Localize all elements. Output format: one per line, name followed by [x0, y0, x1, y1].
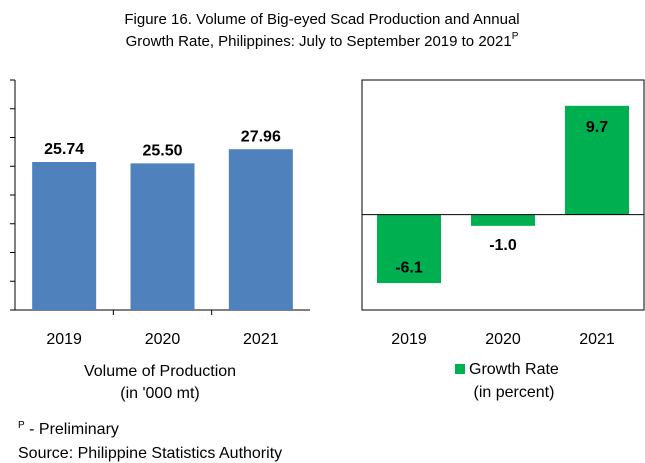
title-text: Growth Rate, Philippines: July to Septem… — [126, 33, 512, 50]
value-label: 25.50 — [142, 143, 182, 160]
bar — [377, 214, 441, 284]
bar — [228, 149, 293, 310]
title-line: Figure 16. Volume of Big-eyed Scad Produ… — [124, 11, 519, 28]
value-label: -1.0 — [489, 237, 517, 254]
legend-swatch — [455, 364, 465, 374]
x-tick-label: 2020 — [485, 331, 521, 348]
x-tick-label: 2021 — [579, 331, 615, 348]
x-tick-label: 2021 — [243, 331, 279, 348]
value-label: 9.7 — [586, 119, 608, 136]
x-axis-label: (in '000 mt) — [120, 385, 200, 402]
note: P - Preliminary — [18, 420, 119, 439]
legend-subtitle: (in percent) — [474, 384, 555, 401]
plot-frame — [361, 79, 645, 311]
value-label: 25.74 — [44, 141, 84, 158]
source: Source: Philippine Statistics Authority — [18, 445, 282, 462]
note-sup: P — [18, 420, 25, 431]
x-axis-label: Volume of Production — [84, 363, 236, 380]
legend-label: Growth Rate — [469, 361, 559, 378]
value-label: 27.96 — [241, 128, 281, 145]
x-tick-label: 2019 — [46, 331, 82, 348]
value-label: -6.1 — [395, 259, 423, 276]
bar — [130, 163, 195, 310]
title-sup: P — [512, 31, 519, 42]
bar — [471, 214, 535, 226]
bar — [565, 105, 629, 215]
note-text: - Preliminary — [25, 421, 119, 438]
x-tick-label: 2019 — [391, 331, 427, 348]
title-line: Growth Rate, Philippines: July to Septem… — [126, 31, 519, 50]
bar — [32, 161, 97, 310]
x-tick-label: 2020 — [145, 331, 181, 348]
